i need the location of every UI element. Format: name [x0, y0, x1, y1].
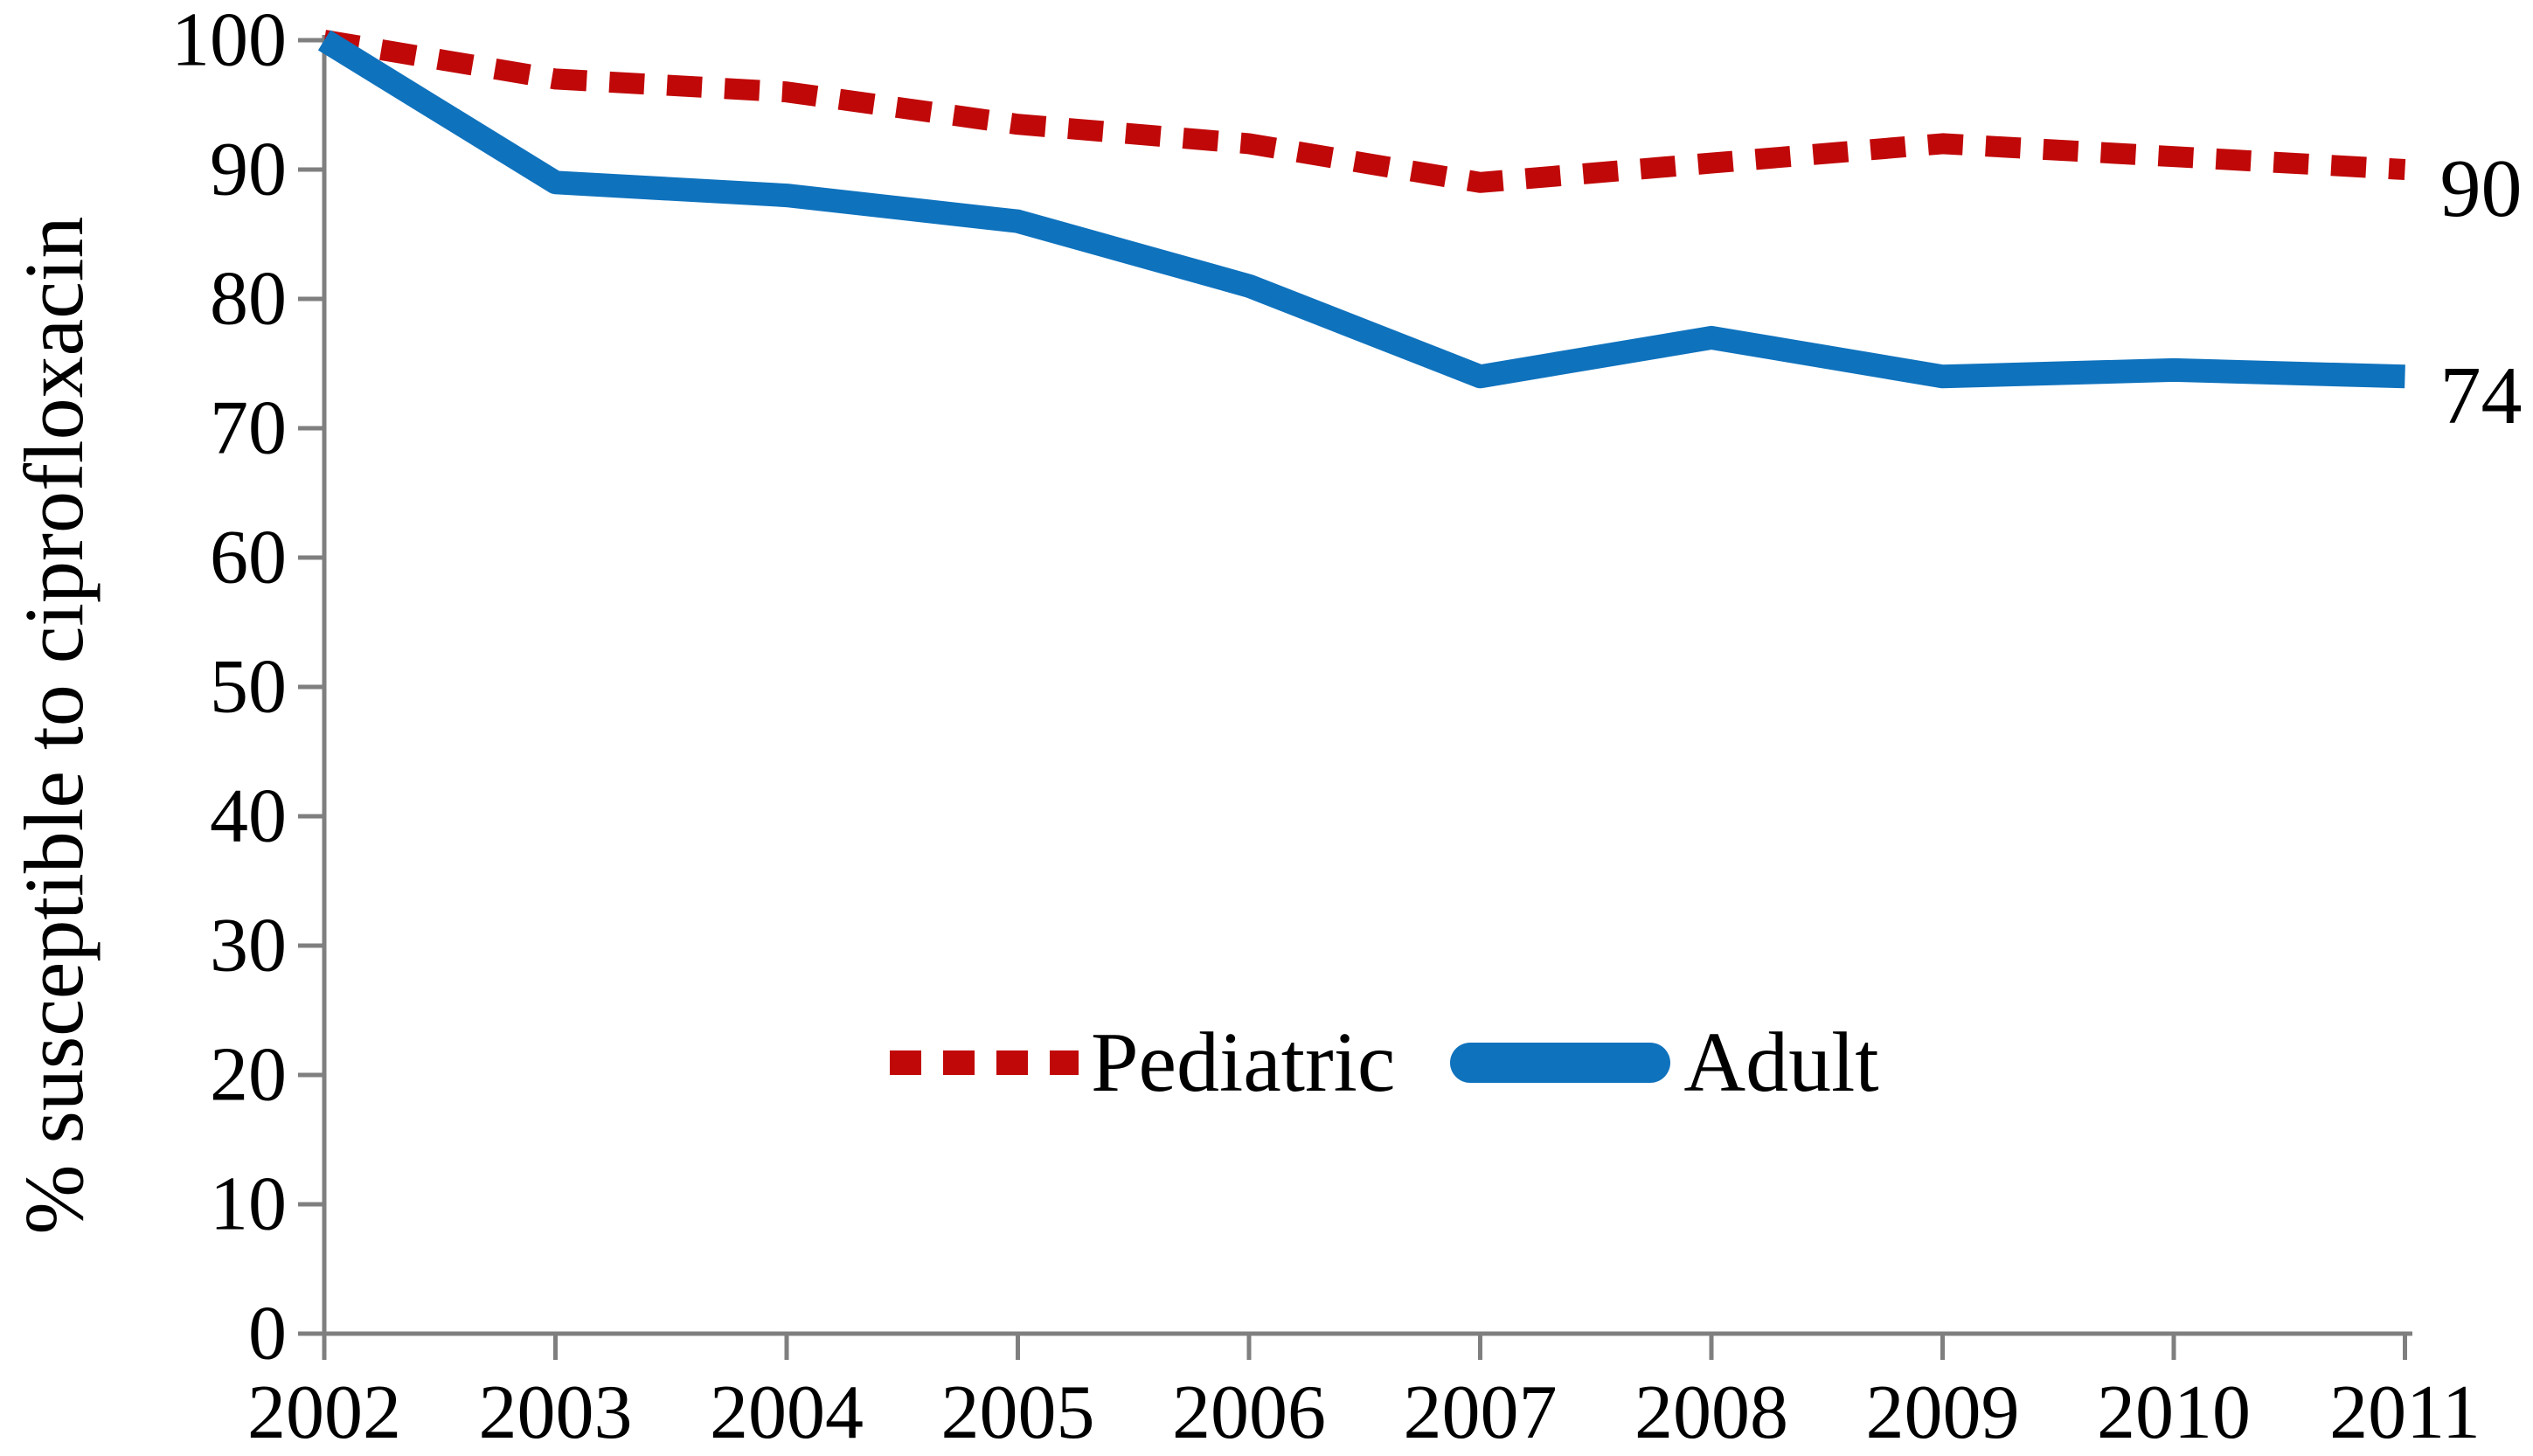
- y-axis-title: % susceptible to ciprofloxacin: [7, 216, 101, 1235]
- x-tick-label: 2010: [2097, 1370, 2251, 1455]
- x-tick-label: 2009: [1866, 1370, 2020, 1455]
- legend-label-adult: Adult: [1683, 1016, 1879, 1110]
- y-tick-label: 20: [210, 1033, 287, 1118]
- y-tick-label: 50: [210, 645, 287, 730]
- y-tick-label: 80: [210, 257, 287, 342]
- y-tick-label: 10: [210, 1162, 287, 1247]
- series-line-adult: [317, 30, 2405, 389]
- series-line-pediatric: [323, 30, 2406, 193]
- series-end-label-pediatric: 90: [2440, 143, 2523, 234]
- y-tick-label: 90: [210, 128, 287, 212]
- x-tick-label: 2002: [247, 1370, 401, 1455]
- series-end-label-adult: 74: [2440, 350, 2523, 441]
- x-tick-label: 2005: [941, 1370, 1095, 1455]
- y-tick-label: 0: [248, 1292, 287, 1376]
- pediatric-dashed-line-icon: [890, 1050, 1079, 1075]
- y-tick-label: 70: [210, 386, 287, 471]
- legend: Pediatric Adult: [885, 1014, 1879, 1112]
- x-tick-label: 2003: [479, 1370, 633, 1455]
- y-tick-label: 60: [210, 516, 287, 600]
- x-tick-label: 2011: [2329, 1370, 2481, 1455]
- x-tick-label: 2007: [1404, 1370, 1558, 1455]
- legend-label-pediatric: Pediatric: [1091, 1016, 1396, 1110]
- y-tick-label: 40: [210, 774, 287, 859]
- x-tick-label: 2008: [1634, 1370, 1788, 1455]
- y-tick-label: 100: [171, 0, 287, 83]
- y-tick-label: 30: [210, 904, 287, 988]
- adult-solid-line-icon: [1450, 1043, 1671, 1083]
- legend-item-adult: Adult: [1446, 1014, 1879, 1112]
- x-tick-label: 2006: [1172, 1370, 1326, 1455]
- legend-item-pediatric: Pediatric: [885, 1014, 1395, 1112]
- x-tick-label: 2004: [710, 1370, 864, 1455]
